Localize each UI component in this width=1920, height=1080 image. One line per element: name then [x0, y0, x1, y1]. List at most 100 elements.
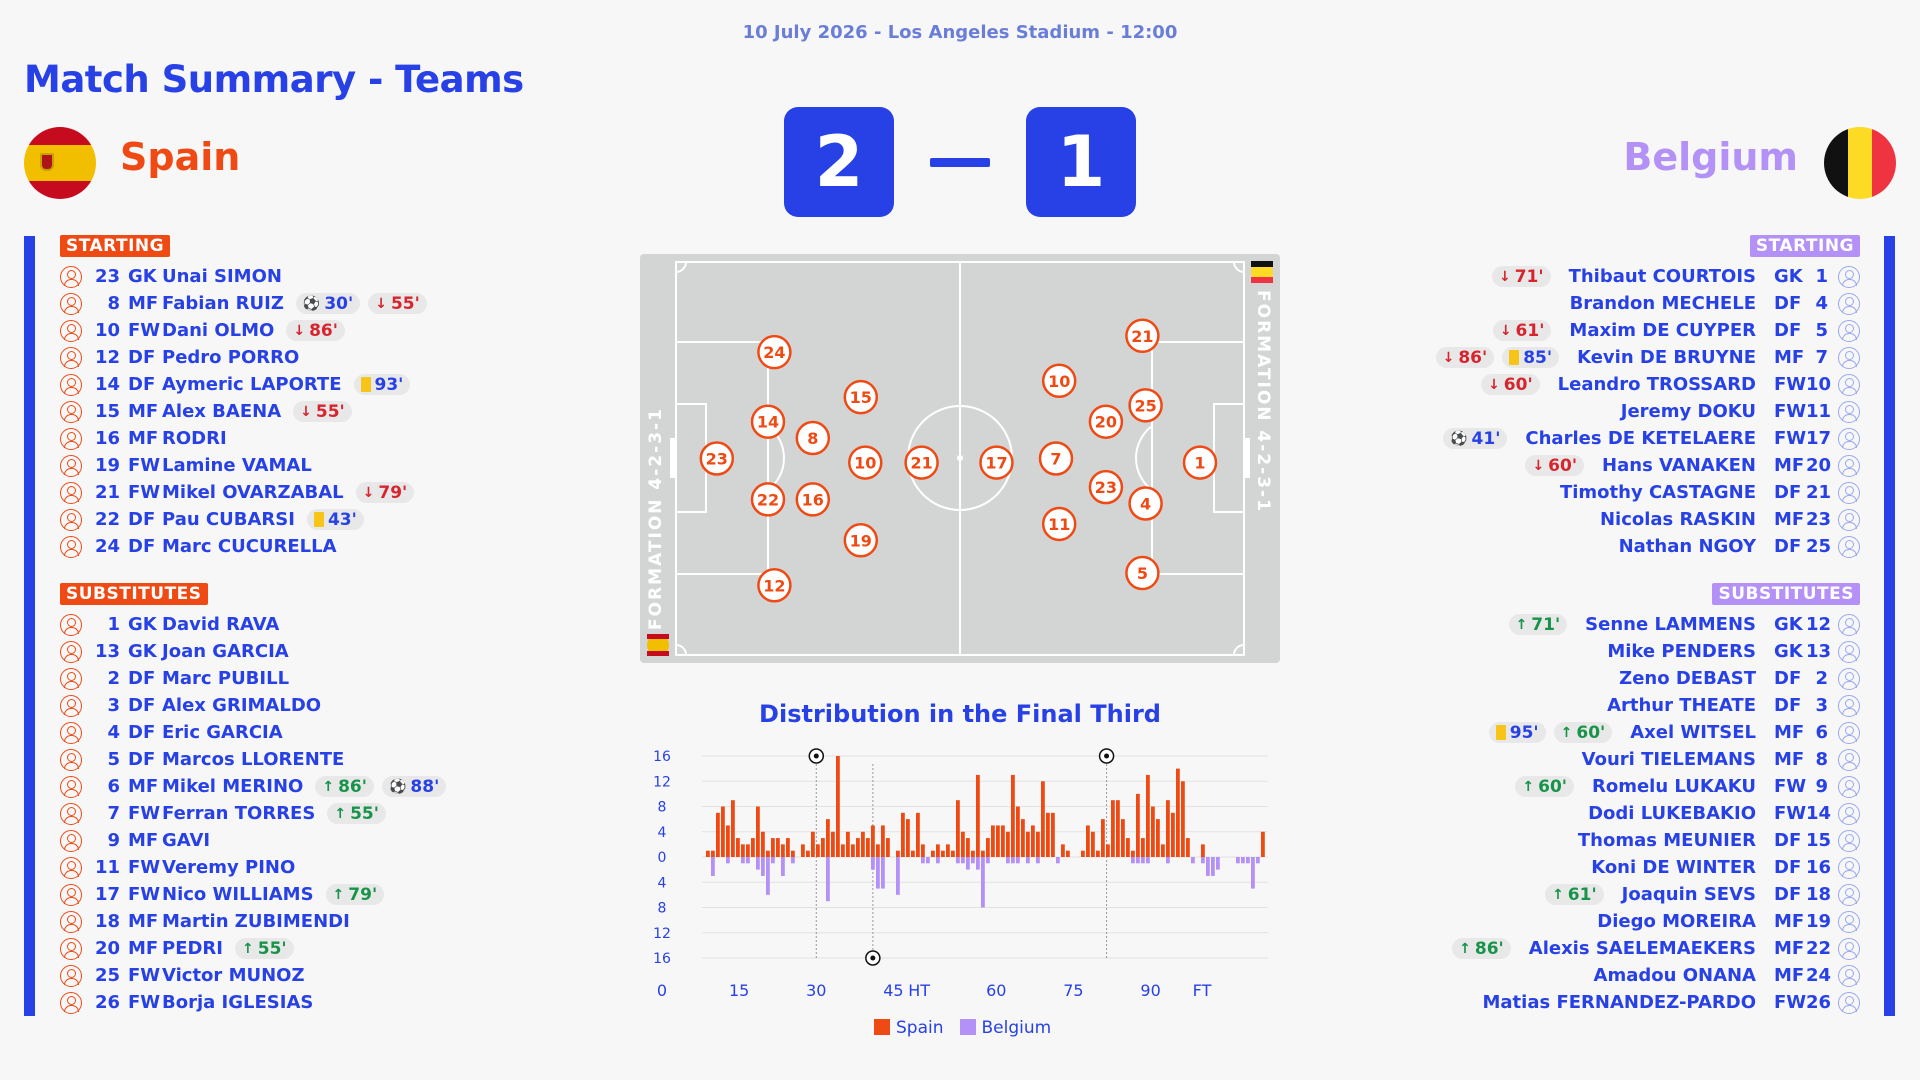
player-row[interactable]: ↑ 61' Joaquin SEVS DF 18 — [1300, 881, 1860, 908]
home-player-token[interactable]: 16 — [795, 482, 831, 517]
player-row[interactable]: Nicolas RASKIN MF 23 — [1300, 506, 1860, 533]
in-event-chip: ↑ 86' — [1452, 938, 1511, 959]
home-player-token[interactable]: 22 — [750, 482, 786, 517]
player-row[interactable]: Arthur THEATE DF 3 — [1300, 692, 1860, 719]
player-name: Senne LAMMENS — [1585, 614, 1756, 635]
home-player-token[interactable]: 24 — [757, 334, 792, 370]
away-player-token[interactable]: 10 — [1041, 363, 1077, 399]
spain-bar — [801, 844, 805, 857]
home-player-token[interactable]: 12 — [757, 568, 792, 603]
player-row[interactable]: 24 DF Marc CUCURELLA — [60, 533, 427, 560]
player-row[interactable]: 7 FW Ferran TORRES ↑ 55' — [60, 800, 446, 827]
player-row[interactable]: 1 GK David RAVA — [60, 611, 446, 638]
player-events: ⚽ 41' — [1443, 428, 1508, 449]
in-event-chip: ↑ 61' — [1545, 884, 1604, 905]
player-row[interactable]: ↓ 71' Thibaut COURTOIS GK 1 — [1300, 263, 1860, 290]
player-row[interactable]: 26 FW Borja IGLESIAS — [60, 989, 446, 1016]
event-minute: 79' — [348, 884, 378, 905]
away-player-token[interactable]: 17 — [979, 445, 1014, 480]
player-number: 11 — [94, 857, 120, 878]
player-row[interactable]: Thomas MEUNIER DF 15 — [1300, 827, 1860, 854]
player-row[interactable]: 11 FW Veremy PINO — [60, 854, 446, 881]
player-row[interactable]: 95' ↑ 60' Axel WITSEL MF 6 — [1300, 719, 1860, 746]
player-row[interactable]: Jeremy DOKU FW 11 — [1300, 398, 1860, 425]
player-row[interactable]: 16 MF RODRI — [60, 425, 427, 452]
away-player-token[interactable]: 25 — [1128, 388, 1163, 423]
home-player-token[interactable]: 14 — [750, 404, 786, 439]
player-row[interactable]: 12 DF Pedro PORRO — [60, 344, 427, 371]
away-player-token[interactable]: 1 — [1182, 445, 1218, 480]
player-row[interactable]: 23 GK Unai SIMON — [60, 263, 427, 290]
player-row[interactable]: 10 FW Dani OLMO ↓ 86' — [60, 317, 427, 344]
player-row[interactable]: Amadou ONANA MF 24 — [1300, 962, 1860, 989]
player-row[interactable]: ↑ 86' Alexis SAELEMAEKERS MF 22 — [1300, 935, 1860, 962]
player-row[interactable]: Diego MOREIRA MF 19 — [1300, 908, 1860, 935]
player-row[interactable]: 19 FW Lamine VAMAL — [60, 452, 427, 479]
belgium-bar — [921, 857, 925, 864]
player-events: ↑ 86' — [1452, 938, 1511, 959]
spain-bar — [1016, 806, 1020, 857]
player-row[interactable]: ↓ 86' 85' Kevin DE BRUYNE MF 7 — [1300, 344, 1860, 371]
player-row[interactable]: Koni DE WINTER DF 16 — [1300, 854, 1860, 881]
player-row[interactable]: 5 DF Marcos LLORENTE — [60, 746, 446, 773]
spain-bar — [726, 825, 730, 857]
player-row[interactable]: ↓ 60' Hans VANAKEN MF 20 — [1300, 452, 1860, 479]
player-row[interactable]: ⚽ 41' Charles DE KETELAERE FW 17 — [1300, 425, 1860, 452]
player-name: Aymeric LAPORTE — [162, 374, 342, 395]
player-row[interactable]: ↑ 60' Romelu LUKAKU FW 9 — [1300, 773, 1860, 800]
away-player-token[interactable]: 4 — [1128, 486, 1163, 521]
player-row[interactable]: 3 DF Alex GRIMALDO — [60, 692, 446, 719]
away-player-token[interactable]: 5 — [1125, 555, 1160, 591]
player-row[interactable]: 17 FW Nico WILLIAMS ↑ 79' — [60, 881, 446, 908]
belgium-bar — [781, 857, 785, 876]
player-row[interactable]: 22 DF Pau CUBARSI 43' — [60, 506, 427, 533]
player-row[interactable]: 4 DF Eric GARCIA — [60, 719, 446, 746]
home-player-token[interactable]: 21 — [904, 445, 939, 480]
spain-bar — [1006, 831, 1010, 857]
player-row[interactable]: 25 FW Victor MUNOZ — [60, 962, 446, 989]
spain-bar — [731, 800, 735, 857]
away-player-token[interactable]: 23 — [1088, 469, 1124, 505]
home-player-token[interactable]: 23 — [699, 441, 735, 476]
away-player-token[interactable]: 20 — [1088, 404, 1124, 439]
player-row[interactable]: Brandon MECHELE DF 4 — [1300, 290, 1860, 317]
player-row[interactable]: 20 MF PEDRI ↑ 55' — [60, 935, 446, 962]
player-row[interactable]: 14 DF Aymeric LAPORTE 93' — [60, 371, 427, 398]
player-row[interactable]: ↓ 60' Leandro TROSSARD FW 10 — [1300, 371, 1860, 398]
player-position: DF — [1774, 320, 1802, 341]
player-row[interactable]: 6 MF Mikel MERINO ↑ 86' ⚽ 88' — [60, 773, 447, 800]
player-row[interactable]: 13 GK Joan GARCIA — [60, 638, 446, 665]
spain-bar — [1031, 825, 1035, 857]
player-number: 16 — [1806, 857, 1832, 878]
player-row[interactable]: Vouri TIELEMANS MF 8 — [1300, 746, 1860, 773]
spain-bar — [781, 844, 785, 857]
player-row[interactable]: 18 MF Martin ZUBIMENDI — [60, 908, 446, 935]
player-row[interactable]: 8 MF Fabian RUIZ ⚽ 30' ↓ 55' — [60, 290, 427, 317]
away-player-token[interactable]: 21 — [1125, 318, 1160, 354]
player-row[interactable]: ↓ 61' Maxim DE CUYPER DF 5 — [1300, 317, 1860, 344]
player-name: Veremy PINO — [162, 857, 296, 878]
player-row[interactable]: ↑ 71' Senne LAMMENS GK 12 — [1300, 611, 1860, 638]
player-row[interactable]: Zeno DEBAST DF 2 — [1300, 665, 1860, 692]
belgium-bar — [1011, 857, 1015, 864]
player-position: MF — [128, 830, 159, 851]
player-row[interactable]: Timothy CASTAGNE DF 21 — [1300, 479, 1860, 506]
home-player-token[interactable]: 19 — [843, 523, 879, 558]
player-row[interactable]: 21 FW Mikel OVARZABAL ↓ 79' — [60, 479, 427, 506]
player-row[interactable]: Mike PENDERS GK 13 — [1300, 638, 1860, 665]
away-starting-label: STARTING — [1749, 235, 1860, 257]
home-player-token[interactable]: 10 — [848, 445, 883, 480]
player-row[interactable]: Dodi LUKEBAKIO FW 14 — [1300, 800, 1860, 827]
player-avatar-icon — [1838, 400, 1860, 423]
player-row[interactable]: 9 MF GAVI — [60, 827, 446, 854]
player-row[interactable]: Nathan NGOY DF 25 — [1300, 533, 1860, 560]
sub-out-arrow-icon: ↓ — [1442, 349, 1455, 366]
player-row[interactable]: 15 MF Alex BAENA ↓ 55' — [60, 398, 427, 425]
home-player-token[interactable]: 15 — [843, 379, 879, 415]
away-player-token[interactable]: 7 — [1038, 441, 1074, 476]
player-row[interactable]: Matias FERNANDEZ-PARDO FW 26 — [1300, 989, 1860, 1016]
away-player-token[interactable]: 11 — [1041, 506, 1077, 542]
player-row[interactable]: 2 DF Marc PUBILL — [60, 665, 446, 692]
home-player-token[interactable]: 8 — [795, 420, 831, 456]
ball-icon: ⚽ — [1450, 430, 1468, 447]
